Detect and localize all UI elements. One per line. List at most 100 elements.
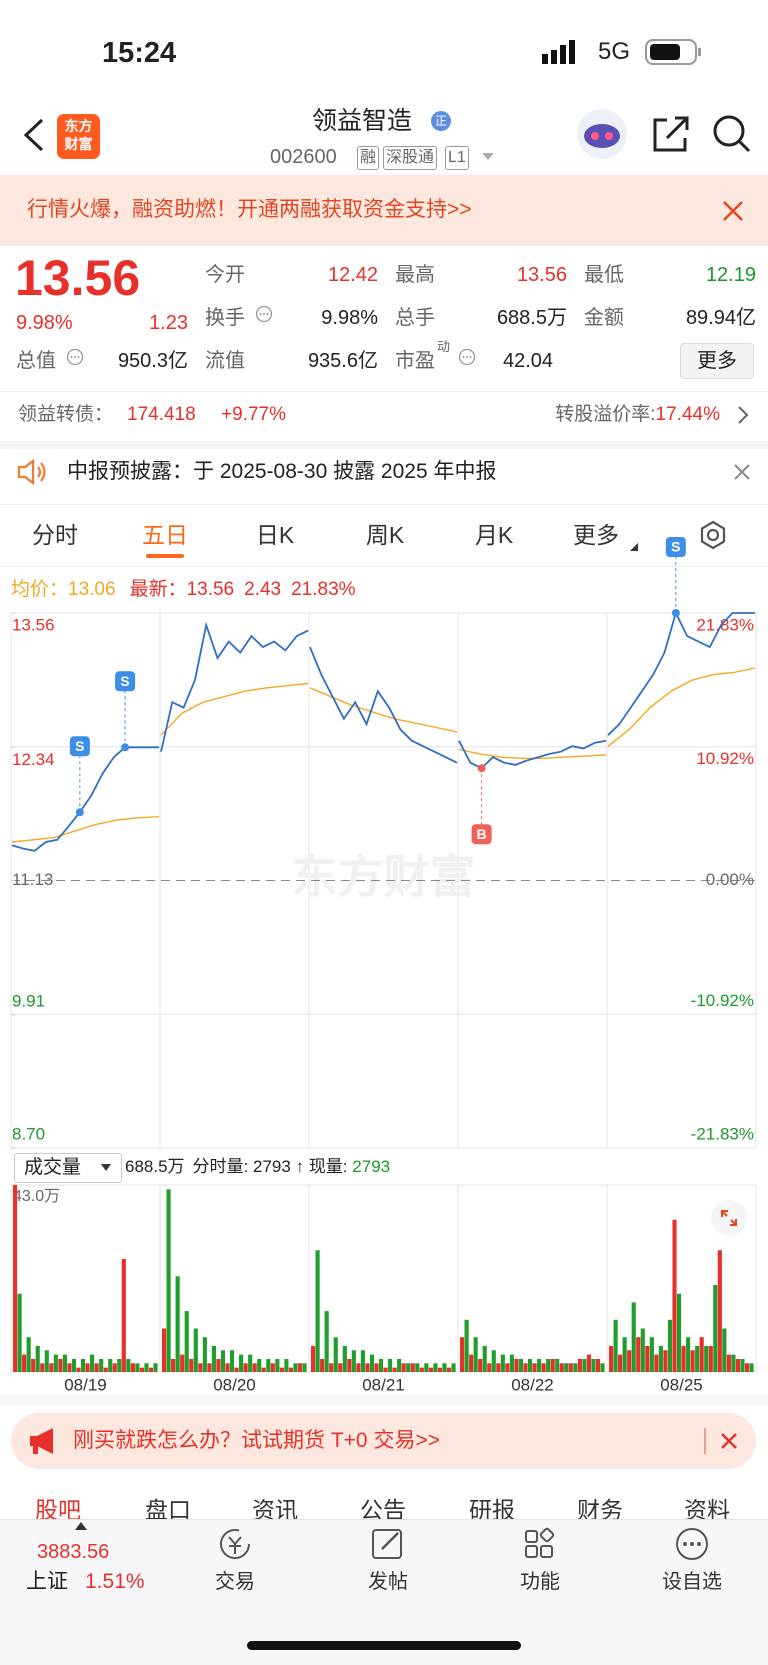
sub-tab[interactable]: 财务	[577, 1497, 623, 1523]
period-tab[interactable]: 日K	[255, 522, 295, 548]
period-tab[interactable]: 月K	[474, 522, 514, 548]
volume-bar	[523, 1363, 528, 1372]
y-tick-label: 13.56	[12, 615, 55, 634]
volume-bar	[676, 1293, 682, 1372]
promo-banner[interactable]	[11, 1413, 756, 1469]
series-line	[11, 816, 160, 843]
bond-premium[interactable]: 转股溢价率:17.44%	[555, 401, 720, 429]
stat-value: 9.98%	[321, 307, 378, 329]
trade-icon[interactable]	[217, 1527, 253, 1561]
period-tab[interactable]: 分时	[32, 522, 78, 548]
sub-tab[interactable]: 盘口	[145, 1497, 191, 1523]
nav-button[interactable]: 功能	[520, 1571, 560, 1593]
annotation-label: S	[671, 539, 680, 555]
expand-button[interactable]	[710, 1199, 748, 1237]
volume-bar	[631, 1302, 636, 1372]
sub-tab[interactable]: 资料	[684, 1497, 730, 1523]
volume-bar	[62, 1354, 67, 1372]
period-tab-active[interactable]: 五日	[142, 522, 188, 548]
volume-bar	[388, 1358, 393, 1372]
status-time: 15:24	[102, 37, 177, 69]
y2-tick-label: 21.83%	[696, 615, 754, 634]
info-icon[interactable]	[66, 348, 84, 376]
volume-bar	[473, 1337, 478, 1372]
volume-bar	[482, 1345, 487, 1372]
stat-label: 总值	[16, 350, 56, 372]
volume-bar	[252, 1363, 257, 1372]
divider	[704, 1428, 706, 1454]
volume-bar	[505, 1363, 510, 1372]
close-button[interactable]	[720, 1432, 738, 1460]
series-line	[458, 748, 607, 759]
search-button[interactable]	[712, 114, 752, 154]
volume-bar	[126, 1358, 131, 1372]
volume-bar	[279, 1367, 284, 1372]
volume-bar	[744, 1363, 750, 1372]
settings-button[interactable]	[697, 519, 729, 551]
volume-bar	[257, 1358, 262, 1372]
close-button[interactable]	[722, 200, 744, 228]
close-button[interactable]	[733, 463, 751, 491]
assistant-avatar[interactable]	[574, 108, 630, 160]
nav-button[interactable]: 交易	[215, 1571, 255, 1593]
nav-button[interactable]: 发帖	[368, 1571, 408, 1593]
watchlist-icon[interactable]	[674, 1527, 710, 1561]
bottom-bar	[0, 1519, 768, 1665]
app-logo[interactable]: 东方 财富	[57, 114, 100, 159]
stat-value: 42.04	[503, 350, 554, 372]
period-tab[interactable]: 更多	[573, 522, 619, 548]
period-tab[interactable]: 周K	[365, 522, 405, 548]
more-button[interactable]: 更多	[680, 343, 754, 379]
volume-bar	[162, 1328, 167, 1372]
series-line	[160, 621, 309, 752]
chart-legend: 均价：13.06 最新：13.56 2.43 21.83%	[11, 576, 356, 604]
volume-bar	[415, 1363, 420, 1372]
volume-bar	[365, 1363, 370, 1372]
volume-bar	[667, 1319, 673, 1372]
watermark: 东方财富	[292, 851, 476, 903]
promo-text[interactable]: 刚买就跌怎么办？试试期货 T+0 交易>>	[73, 1429, 440, 1452]
volume-bar	[469, 1354, 474, 1372]
promo-banner[interactable]	[0, 175, 768, 246]
volume-bar	[713, 1285, 718, 1372]
volume-bar	[49, 1363, 54, 1372]
volume-bar	[103, 1367, 108, 1372]
sub-tab[interactable]: 研报	[469, 1497, 515, 1523]
volume-bar	[600, 1363, 605, 1372]
volume-bar	[591, 1358, 596, 1372]
chevron[interactable]	[737, 405, 749, 433]
volume-bar	[532, 1363, 537, 1372]
volume-bar	[555, 1358, 560, 1372]
sub-tab[interactable]: 资讯	[252, 1497, 298, 1523]
index-name[interactable]: 上证	[26, 1570, 68, 1593]
back-button[interactable]	[22, 118, 46, 152]
nav-button[interactable]: 设自选	[662, 1571, 722, 1593]
annotation-label: B	[477, 826, 487, 842]
index-value[interactable]: 3883.56	[37, 1541, 110, 1563]
post-icon[interactable]	[370, 1527, 406, 1561]
promo-text[interactable]: 行情火爆，融资助燃！开通两融获取资金支持>>	[27, 198, 472, 221]
volume-bar	[541, 1363, 546, 1372]
function-icon[interactable]	[522, 1527, 558, 1561]
volume-bar	[613, 1319, 618, 1372]
indicator-selector[interactable]: 成交量	[14, 1153, 122, 1183]
y-tick-label: 43.0万	[13, 1188, 60, 1205]
dropdown-icon[interactable]	[481, 152, 495, 180]
info-icon[interactable]	[458, 348, 476, 376]
notice-text[interactable]: 中报预披露：于 2025-08-30 披露 2025 年中报	[67, 460, 497, 483]
volume-bar	[491, 1350, 496, 1372]
legend-value: 13.06	[68, 579, 116, 600]
volume-bar	[546, 1358, 551, 1372]
info-icon[interactable]	[255, 305, 273, 333]
stock-code: 002600	[270, 146, 337, 168]
volume-bar	[428, 1367, 433, 1372]
volume-bar	[568, 1363, 573, 1372]
divider	[0, 391, 768, 392]
sub-tab-active[interactable]: 股吧	[35, 1497, 81, 1523]
volume-bar	[446, 1367, 452, 1372]
volume-bar	[229, 1350, 235, 1372]
share-button[interactable]	[651, 114, 691, 154]
index-pct[interactable]: 1.51%	[85, 1570, 145, 1593]
sub-tab[interactable]: 公告	[360, 1497, 406, 1523]
